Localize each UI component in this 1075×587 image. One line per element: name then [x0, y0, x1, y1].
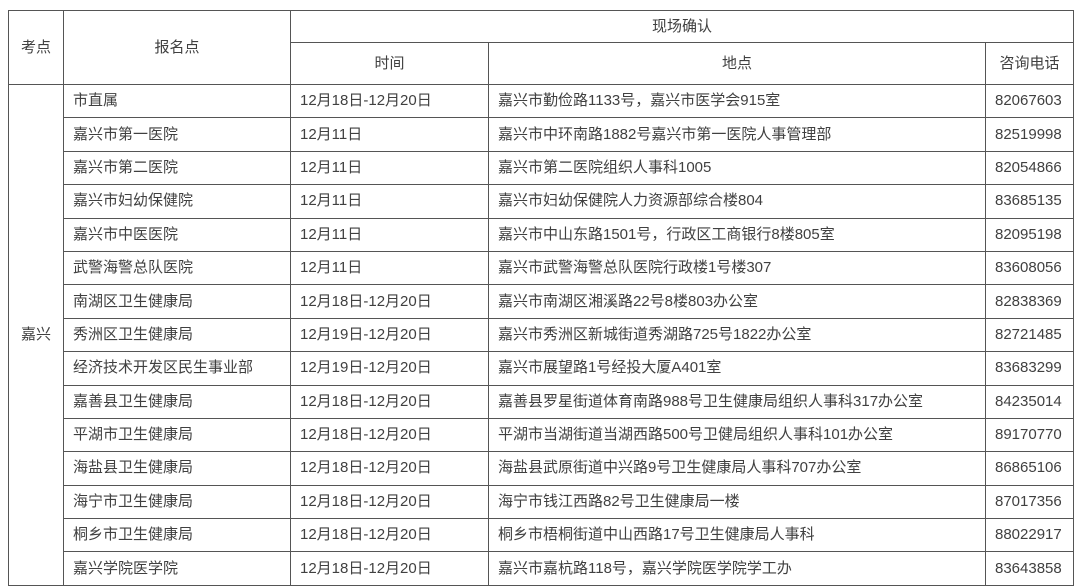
table-row: 嘉兴市第一医院 12月11日 嘉兴市中环南路1882号嘉兴市第一医院人事管理部 … — [9, 117, 1074, 152]
time-cell: 12月11日 — [290, 184, 489, 219]
table-row: 嘉兴学院医学院 12月18日-12月20日 嘉兴市嘉杭路118号，嘉兴学院医学院… — [9, 551, 1074, 586]
registration-point-cell: 嘉兴市第二医院 — [63, 150, 291, 186]
location-cell: 嘉善县罗星街道体育南路988号卫生健康局组织人事科317办公室 — [488, 384, 986, 419]
table-row: 嘉兴市妇幼保健院 12月11日 嘉兴市妇幼保健院人力资源部综合楼804 8368… — [9, 184, 1074, 219]
registration-point-cell: 市直属 — [63, 83, 291, 119]
time-cell: 12月18日-12月20日 — [290, 451, 489, 486]
phone-cell: 83643858 — [985, 551, 1074, 586]
header-exam-site: 考点 — [8, 10, 64, 85]
registration-point-cell: 嘉善县卫生健康局 — [63, 384, 291, 419]
registration-point-cell: 海宁市卫生健康局 — [63, 484, 291, 520]
phone-cell: 82054866 — [985, 150, 1074, 186]
time-cell: 12月11日 — [290, 117, 489, 152]
time-cell: 12月18日-12月20日 — [290, 551, 489, 586]
location-cell: 桐乡市梧桐街道中山西路17号卫生健康局人事科 — [488, 518, 986, 553]
location-cell: 嘉兴市中山东路1501号，行政区工商银行8楼805室 — [488, 217, 986, 252]
header-registration-point: 报名点 — [63, 10, 291, 85]
phone-cell: 88022917 — [985, 518, 1074, 553]
location-cell: 嘉兴市第二医院组织人事科1005 — [488, 150, 986, 186]
header-onsite-confirmation: 现场确认 — [290, 10, 1074, 43]
table-row: 平湖市卫生健康局 12月18日-12月20日 平湖市当湖街道当湖西路500号卫健… — [9, 417, 1074, 453]
header-time: 时间 — [290, 42, 489, 85]
phone-cell: 86865106 — [985, 451, 1074, 486]
time-cell: 12月11日 — [290, 217, 489, 252]
time-cell: 12月11日 — [290, 150, 489, 186]
registration-point-cell: 嘉兴市妇幼保健院 — [63, 184, 291, 219]
location-cell: 嘉兴市南湖区湘溪路22号8楼803办公室 — [488, 284, 986, 319]
registration-point-cell: 嘉兴学院医学院 — [63, 551, 291, 586]
time-cell: 12月18日-12月20日 — [290, 83, 489, 119]
phone-cell: 83608056 — [985, 250, 1074, 286]
phone-cell: 82067603 — [985, 83, 1074, 119]
registration-point-cell: 秀洲区卫生健康局 — [63, 317, 291, 353]
table-row: 海宁市卫生健康局 12月18日-12月20日 海宁市钱江西路82号卫生健康局一楼… — [9, 484, 1074, 520]
location-cell: 嘉兴市武警海警总队医院行政楼1号楼307 — [488, 250, 986, 286]
table-row: 武警海警总队医院 12月11日 嘉兴市武警海警总队医院行政楼1号楼307 836… — [9, 250, 1074, 286]
time-cell: 12月19日-12月20日 — [290, 317, 489, 353]
location-cell: 嘉兴市勤俭路1133号，嘉兴市医学会915室 — [488, 83, 986, 119]
phone-cell: 82095198 — [985, 217, 1074, 252]
phone-cell: 83685135 — [985, 184, 1074, 219]
table-row: 嘉兴 市直属 12月18日-12月20日 嘉兴市勤俭路1133号，嘉兴市医学会91… — [8, 83, 1074, 586]
time-cell: 12月18日-12月20日 — [290, 284, 489, 319]
location-cell: 嘉兴市中环南路1882号嘉兴市第一医院人事管理部 — [488, 117, 986, 152]
registration-point-cell: 桐乡市卫生健康局 — [63, 518, 291, 553]
table-row: 南湖区卫生健康局 12月18日-12月20日 嘉兴市南湖区湘溪路22号8楼803… — [9, 284, 1074, 319]
location-cell: 嘉兴市妇幼保健院人力资源部综合楼804 — [488, 184, 986, 219]
location-cell: 海宁市钱江西路82号卫生健康局一楼 — [488, 484, 986, 520]
phone-cell: 82838369 — [985, 284, 1074, 319]
table-body: 嘉兴 市直属 12月18日-12月20日 嘉兴市勤俭路1133号，嘉兴市医学会91… — [8, 83, 1074, 586]
location-cell: 嘉兴市秀洲区新城街道秀湖路725号1822办公室 — [488, 317, 986, 353]
phone-cell: 83683299 — [985, 351, 1074, 386]
exam-site-cell: 嘉兴 — [8, 84, 64, 586]
header-row-1: 考点 报名点 现场确认 — [8, 10, 1074, 85]
registration-point-cell: 平湖市卫生健康局 — [63, 417, 291, 453]
table-row: 秀洲区卫生健康局 12月19日-12月20日 嘉兴市秀洲区新城街道秀湖路725号… — [9, 317, 1074, 353]
time-cell: 12月19日-12月20日 — [290, 351, 489, 386]
phone-cell: 87017356 — [985, 484, 1074, 520]
table-row: 嘉兴市中医医院 12月11日 嘉兴市中山东路1501号，行政区工商银行8楼805… — [9, 217, 1074, 252]
registration-point-cell: 嘉兴市中医医院 — [63, 217, 291, 252]
table-header: 考点 报名点 现场确认 时间 地点 咨询电话 — [8, 10, 1074, 85]
registration-point-cell: 经济技术开发区民生事业部 — [63, 351, 291, 386]
registration-point-cell: 嘉兴市第一医院 — [63, 117, 291, 152]
location-cell: 平湖市当湖街道当湖西路500号卫健局组织人事科101办公室 — [488, 417, 986, 453]
phone-cell: 82519998 — [985, 117, 1074, 152]
location-cell: 嘉兴市展望路1号经投大厦A401室 — [488, 351, 986, 386]
table-row: 经济技术开发区民生事业部 12月19日-12月20日 嘉兴市展望路1号经投大厦A… — [9, 351, 1074, 386]
table-row: 嘉兴市第二医院 12月11日 嘉兴市第二医院组织人事科1005 82054866 — [9, 150, 1074, 186]
page: 考点 报名点 现场确认 时间 地点 咨询电话 嘉兴 市直属 12月18日-12月2… — [8, 10, 1074, 586]
time-cell: 12月18日-12月20日 — [290, 417, 489, 453]
time-cell: 12月18日-12月20日 — [290, 484, 489, 520]
registration-point-cell: 海盐县卫生健康局 — [63, 451, 291, 486]
phone-cell: 84235014 — [985, 384, 1074, 419]
onsite-confirmation-table: 考点 报名点 现场确认 时间 地点 咨询电话 嘉兴 市直属 12月18日-12月2… — [8, 10, 1074, 586]
header-location: 地点 — [488, 42, 986, 85]
phone-cell: 89170770 — [985, 417, 1074, 453]
location-cell: 嘉兴市嘉杭路118号，嘉兴学院医学院学工办 — [488, 551, 986, 586]
table-row: 桐乡市卫生健康局 12月18日-12月20日 桐乡市梧桐街道中山西路17号卫生健… — [9, 518, 1074, 553]
header-row-2: 时间 地点 咨询电话 — [9, 42, 1074, 85]
time-cell: 12月18日-12月20日 — [290, 384, 489, 419]
table-row: 海盐县卫生健康局 12月18日-12月20日 海盐县武原街道中兴路9号卫生健康局… — [9, 451, 1074, 486]
location-cell: 海盐县武原街道中兴路9号卫生健康局人事科707办公室 — [488, 451, 986, 486]
registration-point-cell: 武警海警总队医院 — [63, 250, 291, 286]
table-row: 嘉善县卫生健康局 12月18日-12月20日 嘉善县罗星街道体育南路988号卫生… — [9, 384, 1074, 419]
header-phone: 咨询电话 — [985, 42, 1074, 85]
phone-cell: 82721485 — [985, 317, 1074, 353]
time-cell: 12月11日 — [290, 250, 489, 286]
registration-point-cell: 南湖区卫生健康局 — [63, 284, 291, 319]
time-cell: 12月18日-12月20日 — [290, 518, 489, 553]
